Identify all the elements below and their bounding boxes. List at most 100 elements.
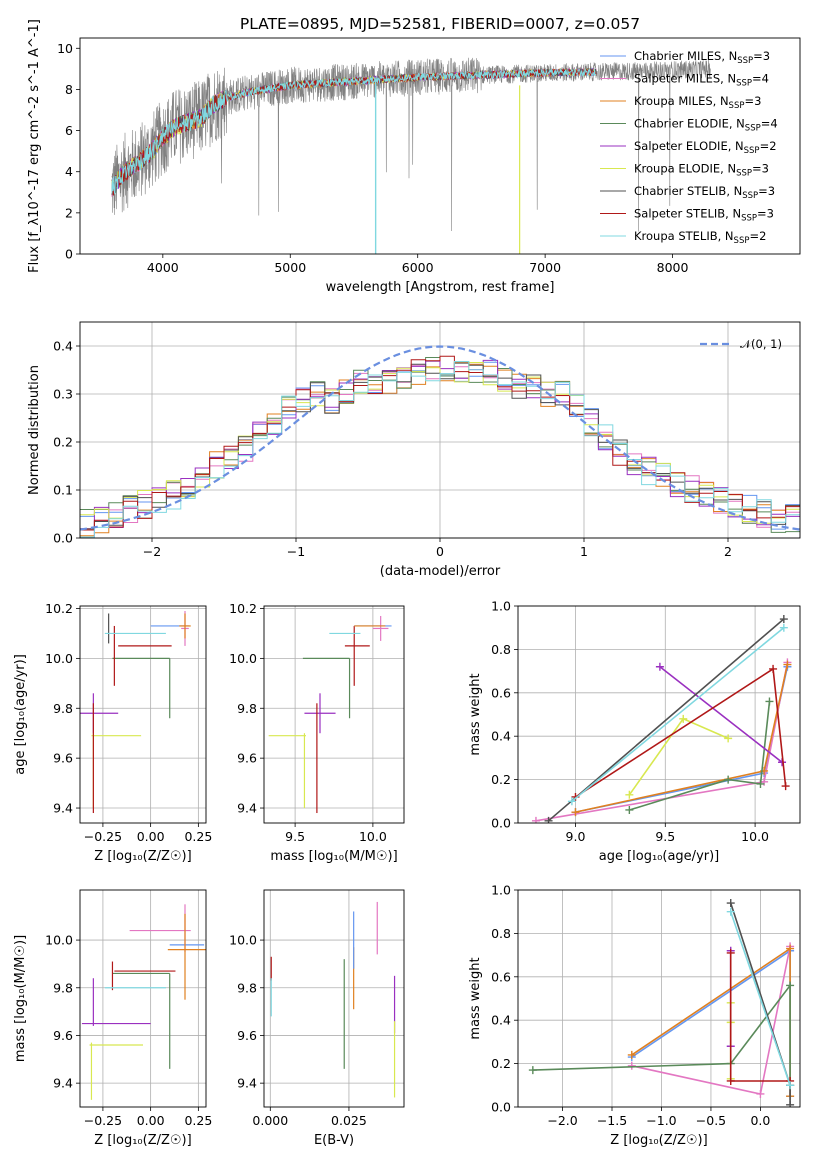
y-tick-label: 9.4: [53, 801, 73, 816]
histogram-8: [80, 355, 800, 531]
y-tick-label: 0.0: [491, 1100, 511, 1115]
y-tick-label: 10: [57, 41, 73, 56]
x-tick-label: 10.0: [741, 829, 769, 844]
weight-point: [625, 790, 634, 799]
y-tick-label: 9.6: [237, 1028, 257, 1043]
observed-spectrum: [111, 57, 711, 232]
axes-frame: [79, 889, 207, 1108]
x-tick-label: 0.025: [331, 1113, 367, 1128]
y-tick-label: 9.4: [237, 801, 257, 816]
weight-point: [786, 1081, 795, 1090]
x-tick-label: −1.0: [646, 1113, 676, 1128]
x-tick-label: 8000: [657, 260, 689, 275]
weight-point: [531, 816, 540, 823]
y-axis-label: age [log₁₀(age/yr)]: [13, 654, 28, 775]
x-tick-label: −0.25: [84, 829, 122, 844]
x-tick-label: 0: [436, 544, 444, 559]
x-tick-label: −0.5: [696, 1113, 726, 1128]
plot-area: [268, 615, 392, 814]
weight-point: [783, 660, 792, 669]
y-tick-label: 0.0: [53, 531, 73, 546]
chart-age-vs-Z: −0.25 0.00 0.25 9.4 9.6 9.8 10.0 10.2 Z [log₁₀(Z…: [13, 601, 212, 864]
x-tick-label: 6000: [402, 260, 434, 275]
chart-age-vs-mass: 9.5 10.0 9.4 9.6 9.8 10.0 10.2 mass [log₁₀(M/M☉…: [229, 601, 405, 864]
x-tick-label: −1.5: [597, 1113, 627, 1128]
legend-label: Kroupa MILES, NSSP=3: [634, 94, 761, 111]
legend-label: Kroupa ELODIE, NSSP=3: [634, 162, 769, 179]
weight-point: [726, 948, 735, 957]
y-tick-label: 0.2: [491, 772, 511, 787]
x-tick-label: 9.5: [285, 829, 305, 844]
x-tick-label: 0.0: [750, 1113, 770, 1128]
chart-weight-vs-Z: −2.0 −1.5 −1.0 −0.5 0.0 0.0 0.2 0.4 0.6 0.8 1.0 Z […: [468, 883, 801, 1148]
weight-point: [726, 1076, 735, 1085]
weight-line: [729, 911, 791, 1086]
model-spectrum-9: [111, 67, 597, 195]
x-axis-label: E(B-V): [314, 1133, 354, 1148]
legend-label: Salpeter MILES, NSSP=4: [634, 72, 769, 89]
chart-mass-vs-EBV: 0.000 0.025 9.4 9.6 9.8 10.0 E(B-V): [229, 889, 405, 1148]
y-tick-label: 9.6: [237, 751, 257, 766]
weight-point: [544, 816, 553, 823]
y-tick-label: 0.8: [491, 642, 511, 657]
weight-point: [724, 734, 733, 743]
plot-area: [81, 904, 206, 1100]
chart-spectrum: 4000 5000 6000 7000 8000 0 2 4 6 8 10 wavelength [A…: [27, 19, 801, 295]
legend-label: Salpeter ELODIE, NSSP=2: [634, 139, 777, 156]
x-axis-label: (data-model)/error: [380, 564, 501, 579]
weight-point: [679, 714, 688, 723]
legend-label: Chabrier STELIB, NSSP=3: [634, 184, 775, 201]
legend-label: Chabrier MILES, NSSP=3: [634, 49, 770, 66]
y-tick-label: 0.6: [491, 685, 511, 700]
weight-line: [547, 618, 785, 822]
y-tick-label: 9.6: [53, 1028, 73, 1043]
weight-line: [659, 666, 783, 763]
x-tick-label: 10.0: [359, 829, 387, 844]
x-tick-label: 4000: [147, 260, 179, 275]
weight-point: [786, 944, 795, 953]
x-tick-label: 0.25: [184, 1113, 212, 1128]
y-tick-label: 9.8: [53, 980, 73, 995]
plot-area: [270, 901, 396, 1098]
weight-line: [575, 667, 787, 798]
y-tick-label: 9.8: [53, 701, 73, 716]
x-tick-label: 9.5: [655, 829, 675, 844]
legend-label: 𝒩(0, 1): [740, 337, 782, 351]
y-axis-label: mass weight: [468, 957, 483, 1039]
weight-point: [779, 615, 788, 624]
histogram-9: [80, 361, 800, 538]
y-tick-label: 0.2: [53, 435, 73, 450]
chart-weight-vs-age: 9.0 9.5 10.0 0.0 0.2 0.4 0.6 0.8 1.0 age [log₁₀(a…: [468, 599, 801, 864]
axes-frame: [263, 889, 405, 1108]
x-axis-label: age [log₁₀(age/yr)]: [599, 849, 720, 864]
histogram-5: [80, 359, 800, 538]
weight-point: [567, 797, 576, 806]
weight-point: [726, 899, 735, 908]
x-axis-label: Z [log₁₀(Z/Z☉)]: [94, 1133, 191, 1148]
x-tick-label: 5000: [274, 260, 306, 275]
y-tick-label: 0: [65, 247, 73, 262]
weight-point: [756, 779, 765, 788]
spectrum-legend: Chabrier MILES, NSSP=3 Salpeter MILES, NS…: [600, 49, 778, 246]
x-axis-label: wavelength [Angstrom, rest frame]: [326, 280, 555, 295]
axes-frame: [79, 605, 207, 824]
legend-label: Chabrier ELODIE, NSSP=4: [634, 117, 778, 134]
y-tick-label: 0.6: [491, 969, 511, 984]
y-tick-label: 9.8: [237, 701, 257, 716]
x-tick-label: 0.00: [137, 1113, 165, 1128]
y-tick-label: 10.2: [229, 601, 257, 616]
x-tick-label: −0.25: [84, 1113, 122, 1128]
x-tick-label: −2.0: [547, 1113, 577, 1128]
x-axis-label: Z [log₁₀(Z/Z☉)]: [610, 1133, 707, 1148]
legend-label: Kroupa STELIB, NSSP=2: [634, 229, 766, 246]
axes-frame: [517, 889, 801, 1108]
y-tick-label: 0.4: [491, 1013, 511, 1028]
x-tick-label: 9.0: [566, 829, 586, 844]
weight-point: [779, 623, 788, 632]
plot-area: [531, 615, 792, 823]
weight-point: [627, 1050, 636, 1059]
plot-area: [528, 899, 795, 1107]
plot-area: [111, 57, 711, 254]
y-axis-label: mass weight: [468, 673, 483, 755]
